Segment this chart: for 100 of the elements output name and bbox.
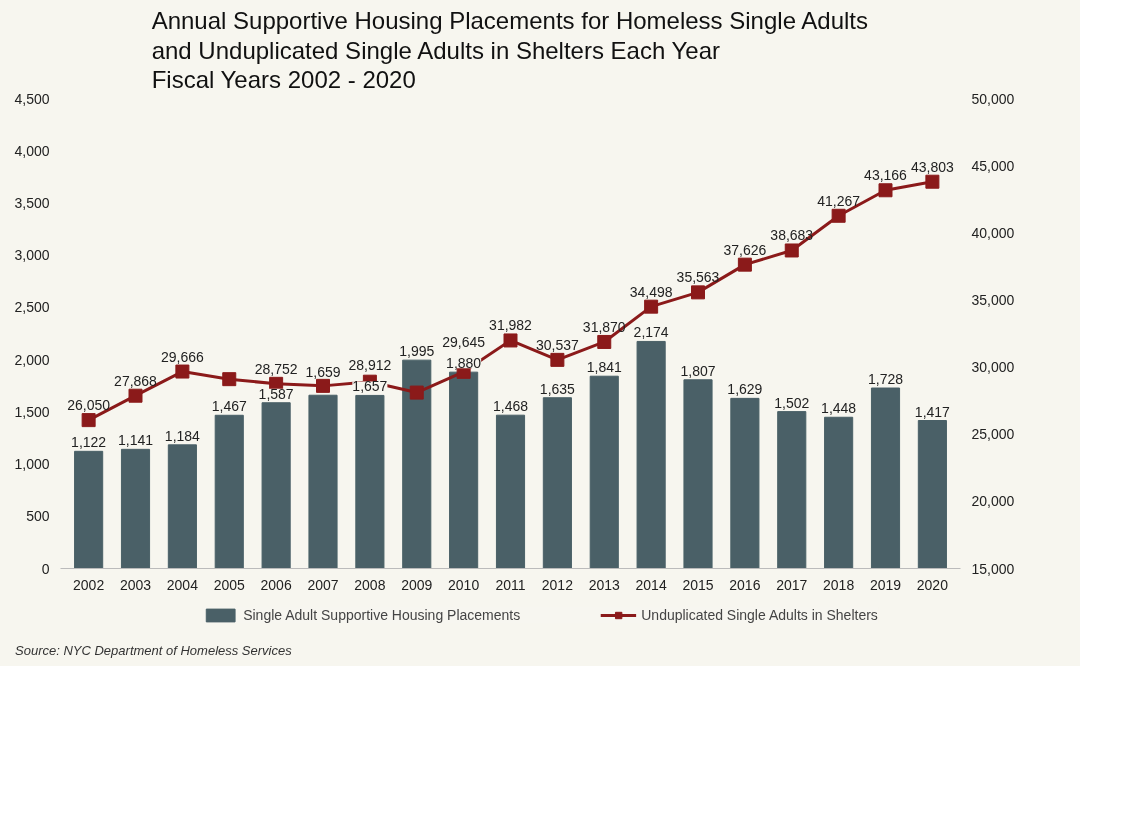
data-label: 1,880: [446, 355, 482, 372]
bar: [495, 414, 526, 569]
x-tick-label: 2018: [823, 576, 855, 593]
x-tick-label: 2006: [260, 576, 292, 593]
x-tick-label: 2008: [354, 576, 386, 593]
point: [222, 372, 237, 387]
bar: [777, 411, 807, 569]
data-label: 43,166: [864, 167, 908, 184]
bar: [214, 414, 244, 569]
bar: [542, 397, 572, 569]
y-tick-label: 0: [41, 560, 50, 577]
data-label: 28,912: [348, 357, 392, 374]
point: [597, 334, 612, 349]
point: [550, 352, 565, 367]
bar: [917, 420, 947, 569]
y-tick-label: 1,500: [14, 403, 50, 420]
data-label: 38,683: [770, 227, 814, 244]
data-label: 29,666: [160, 348, 204, 365]
point: [175, 364, 190, 379]
data-label: 34,498: [629, 283, 673, 300]
point: [737, 257, 752, 272]
y2-tick-label: 20,000: [971, 493, 1015, 510]
y-tick-label: 3,000: [14, 247, 50, 264]
bar: [870, 387, 901, 569]
data-label: 1,995: [399, 343, 435, 360]
bar: [74, 450, 104, 569]
y2-tick-label: 25,000: [971, 426, 1015, 443]
point: [878, 183, 893, 198]
data-label: 1,184: [164, 427, 201, 444]
data-label: 37,626: [723, 241, 767, 258]
y-tick-label: 1,000: [14, 456, 50, 473]
data-label: 1,659: [305, 363, 341, 380]
legend-label: Unduplicated Single Adults in Shelters: [641, 606, 878, 623]
bar: [402, 359, 432, 569]
bar: [589, 375, 619, 569]
point: [503, 333, 518, 348]
data-label: 28,752: [254, 360, 298, 377]
chart-title: Annual Supportive Housing Placements for Homeless Single Adults and Unduplicated Single Adults in Shelters Each Year Fiscal Years 2002 - 2020: [151, 7, 869, 94]
x-tick-label: 2003: [119, 576, 152, 593]
y-tick-label: 4,500: [14, 90, 50, 107]
data-label: 1,657: [352, 378, 388, 395]
y-tick-label: 2,500: [14, 299, 50, 316]
point: [409, 385, 424, 400]
data-label: 1,417: [914, 403, 951, 420]
x-tick-label: 2014: [635, 576, 667, 593]
point: [925, 174, 940, 189]
x-tick-label: 2013: [588, 576, 621, 593]
y-tick-label: 2,000: [14, 351, 50, 368]
y-tick-label: 4,000: [14, 142, 50, 159]
bar: [308, 394, 338, 569]
point: [316, 378, 330, 393]
point: [691, 285, 705, 300]
data-label: 1,502: [774, 394, 810, 411]
source-note: Source: NYC Department of Homeless Services: [15, 642, 292, 661]
data-label: 29,645: [442, 334, 486, 351]
bar: [167, 444, 197, 569]
x-tick-label: 2019: [869, 576, 902, 593]
data-label: 1,468: [492, 398, 529, 415]
data-label: 1,635: [539, 380, 576, 397]
bar: [636, 340, 666, 569]
data-label: 2,174: [633, 324, 669, 341]
data-label: 31,870: [582, 318, 626, 335]
y-tick-label: 500: [26, 508, 50, 525]
bar: [120, 448, 151, 569]
y2-tick-label: 30,000: [971, 359, 1015, 376]
x-tick-label: 2011: [495, 576, 526, 593]
x-tick-label: 2015: [682, 576, 714, 593]
x-tick-label: 2002: [73, 576, 105, 593]
x-tick-label: 2010: [448, 576, 480, 593]
data-label: 26,050: [67, 397, 111, 414]
x-tick-label: 2012: [541, 576, 574, 593]
x-tick-label: 2009: [401, 576, 433, 593]
data-label: 1,141: [117, 432, 154, 449]
y2-tick-label: 45,000: [971, 157, 1015, 174]
y-tick-label: 3,500: [14, 194, 50, 211]
point: [644, 299, 659, 314]
data-label: 1,807: [680, 362, 716, 379]
data-label: 30,537: [535, 336, 579, 353]
bar: [261, 402, 291, 569]
data-label: 1,728: [867, 371, 904, 388]
bar: [824, 416, 854, 569]
y2-tick-label: 40,000: [971, 224, 1015, 241]
data-label: 43,803: [910, 158, 954, 175]
bar: [355, 394, 385, 569]
point: [784, 243, 799, 258]
x-tick-label: 2005: [213, 576, 246, 593]
x-tick-label: 2004: [166, 576, 199, 593]
point: [831, 208, 846, 223]
x-tick-label: 2017: [776, 576, 808, 593]
bar: [730, 397, 760, 569]
legend-label: Single Adult Supportive Housing Placements: [243, 606, 521, 623]
data-label: 31,982: [489, 317, 533, 334]
data-label: 41,267: [817, 192, 861, 209]
bar: [683, 379, 713, 569]
data-label: 1,122: [71, 434, 107, 451]
x-tick-label: 2007: [307, 576, 339, 593]
data-label: 1,587: [258, 385, 294, 402]
y2-tick-label: 15,000: [971, 560, 1015, 577]
data-label: 35,563: [676, 269, 720, 286]
data-label: 27,868: [114, 372, 158, 389]
